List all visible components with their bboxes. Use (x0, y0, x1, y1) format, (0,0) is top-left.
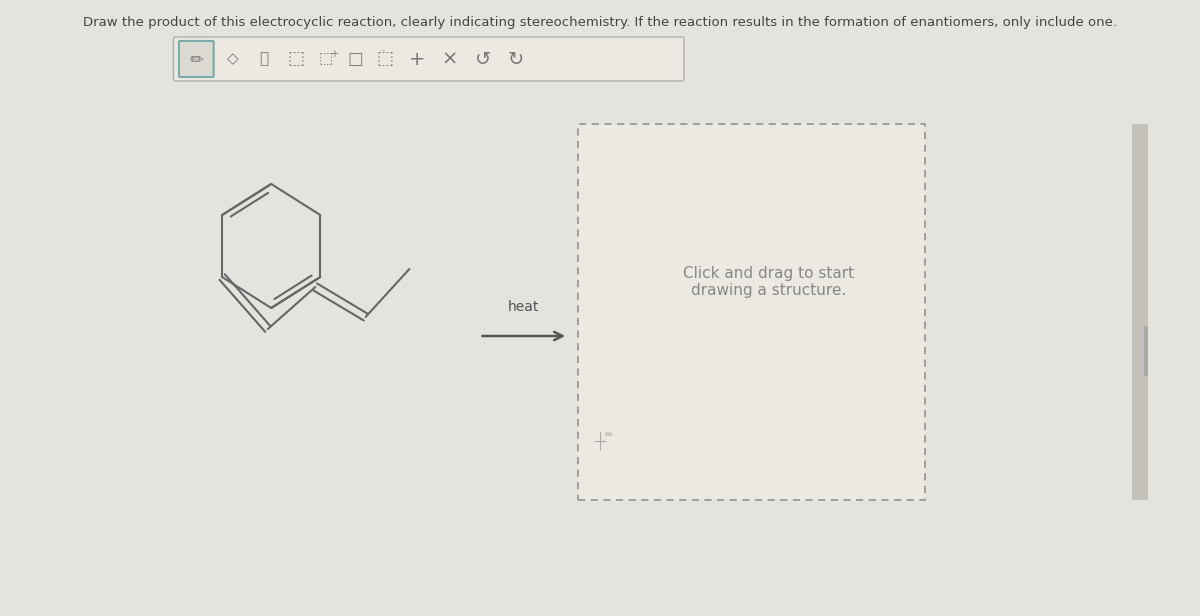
Bar (578, 124, 925, 500)
Text: ✏: ✏ (605, 430, 613, 440)
Text: ◇: ◇ (227, 52, 239, 67)
Text: +: + (409, 49, 426, 68)
Text: ✋: ✋ (259, 52, 269, 67)
FancyBboxPatch shape (174, 37, 684, 81)
Text: □: □ (347, 50, 364, 68)
Text: +: + (330, 49, 338, 59)
Text: ✏: ✏ (190, 50, 203, 68)
FancyBboxPatch shape (179, 41, 214, 77)
Text: heat: heat (508, 300, 540, 314)
Text: ↺: ↺ (475, 49, 491, 68)
Bar (1145, 326, 1148, 376)
Text: Click and drag to start
drawing a structure.: Click and drag to start drawing a struct… (684, 265, 854, 298)
Text: ··: ·· (380, 47, 385, 57)
Text: ×: × (442, 49, 457, 68)
Text: ⬚: ⬚ (319, 52, 334, 67)
Text: ⬚: ⬚ (377, 50, 394, 68)
Text: Draw the product of this electrocyclic reaction, clearly indicating stereochemis: Draw the product of this electrocyclic r… (83, 16, 1117, 29)
Bar (1133, 124, 1148, 500)
Text: ⬚: ⬚ (287, 50, 305, 68)
Text: ↻: ↻ (508, 49, 524, 68)
